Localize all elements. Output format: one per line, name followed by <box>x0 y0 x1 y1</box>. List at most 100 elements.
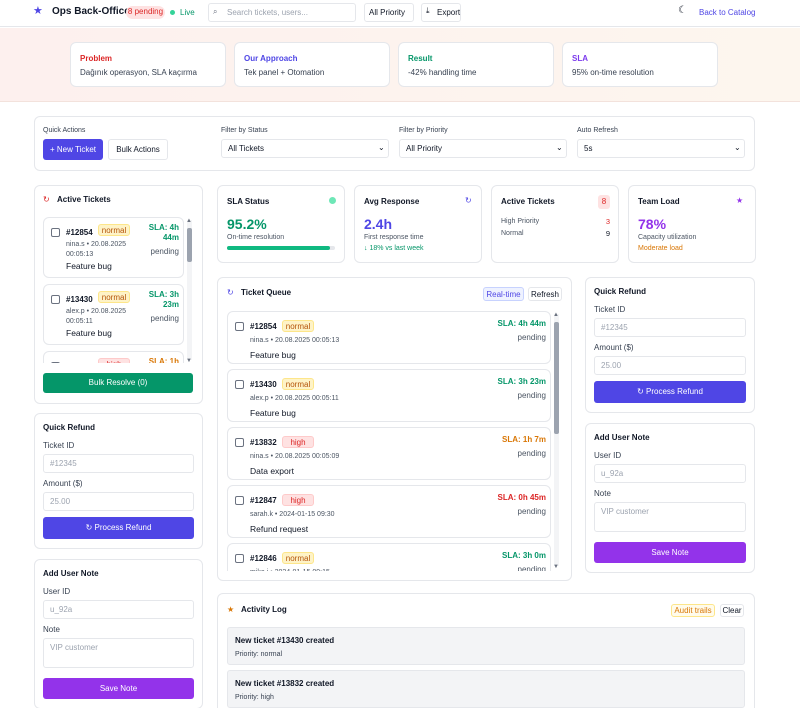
filter-label: Filter by Priority <box>399 127 448 134</box>
stat-card: SLA Status 95.2% On-time resolution <box>217 185 345 263</box>
ticket-id: #12854 <box>66 228 93 237</box>
checkbox[interactable] <box>235 380 244 389</box>
user-id-input[interactable]: u_92a <box>43 600 194 619</box>
row-label: Normal <box>501 230 524 237</box>
panel-title: Quick Refund <box>594 287 647 296</box>
search-icon: ⌕ <box>213 7 218 16</box>
status: pending <box>517 449 546 458</box>
note-textarea[interactable]: VIP customer <box>594 502 746 532</box>
row-value: 9 <box>605 229 610 238</box>
search-input[interactable]: Search tickets, users... <box>208 3 356 22</box>
stat-value: 95.2% <box>227 216 267 232</box>
ticket-id-input[interactable]: #12345 <box>594 318 746 337</box>
audit-badge: Audit trails <box>671 604 715 617</box>
field-label: User ID <box>43 587 71 596</box>
field-label: Amount ($) <box>43 479 83 488</box>
user-id-input[interactable]: u_92a <box>594 464 746 483</box>
ticket-item[interactable]: #12847 high sarah.k • 2024-01-15 09:30 Refu… <box>227 485 551 538</box>
note-textarea[interactable]: VIP customer <box>43 638 194 668</box>
scroll-down: ▼ <box>186 358 192 364</box>
queue-list: #12854 normal nina.s • 20.08.2025 00:05:13… <box>226 310 552 571</box>
stat-title: Avg Response <box>364 197 420 206</box>
ticket-meta: alex.p • 20.08.2025 00:05:11 <box>66 308 127 325</box>
sla: SLA: 1h 7m <box>148 357 179 363</box>
button-label: Process Refund <box>646 387 703 396</box>
ticket-meta: alex.p • 20.08.2025 00:05:11 <box>250 395 339 402</box>
ticket-id-input[interactable]: #12345 <box>43 454 194 473</box>
entry-title: New ticket #13832 created <box>235 679 335 688</box>
filter-label: Auto Refresh <box>577 127 618 134</box>
progress-bar <box>227 246 330 250</box>
status: pending <box>150 247 179 256</box>
new-ticket-button[interactable]: + New Ticket <box>43 139 103 160</box>
stat-caption: First response time <box>364 234 424 241</box>
checkbox[interactable] <box>235 322 244 331</box>
field-label: Note <box>43 625 60 634</box>
priority-badge: high <box>98 358 130 363</box>
filter-select[interactable]: All Tickets <box>221 139 389 158</box>
save-note-button[interactable]: Save Note <box>594 542 746 563</box>
ticket-meta: nina.s • 20.08.2025 00:05:13 <box>250 337 340 344</box>
ticket-item[interactable]: #12854 normal nina.s • 20.08.2025 00:05:13… <box>227 311 551 364</box>
ticket-item[interactable]: #13430 normal alex.p • 20.08.2025 00:05:11… <box>227 369 551 422</box>
ticket-id: #13832 <box>66 362 93 363</box>
scrollbar-thumb[interactable] <box>187 228 192 262</box>
live-dot <box>170 10 175 15</box>
select-arrow: ⌄ <box>556 143 563 152</box>
sla: SLA: 3h 0m <box>501 551 546 560</box>
filter-select[interactable]: 5s <box>577 139 745 158</box>
checkbox[interactable] <box>235 554 244 563</box>
stat-title: SLA Status <box>227 197 270 206</box>
theme-toggle[interactable]: ☾ <box>678 5 687 16</box>
scrollbar-track <box>554 314 559 566</box>
refresh-icon: ↻ <box>465 196 472 205</box>
checkbox[interactable] <box>235 496 244 505</box>
sla: SLA: 4h 44m <box>148 223 179 242</box>
clear-button[interactable]: Clear <box>720 604 744 617</box>
banner-text: Dağınık operasyon, SLA kaçırma <box>80 68 197 77</box>
stat-value: 2.4h <box>364 216 393 232</box>
panel-title: Quick Refund <box>43 423 96 432</box>
field-label: Ticket ID <box>43 441 75 450</box>
ticket-item[interactable]: #12846 normal mike.j • 2024-01-15 09:15 SLA… <box>227 543 551 571</box>
ticket-item[interactable]: #12854 normal nina.s • 20.08.2025 00:05:13… <box>43 217 184 278</box>
bulk-resolve-button[interactable]: Bulk Resolve (0) <box>43 373 193 393</box>
export-button[interactable]: Export <box>421 3 461 22</box>
priority-badge: normal <box>282 552 314 564</box>
filter-label: Filter by Status <box>221 127 268 134</box>
process-refund-button[interactable]: ↻ Process Refund <box>43 517 194 539</box>
banner-text: -42% handling time <box>408 68 477 77</box>
amount-input[interactable]: 25.00 <box>43 492 194 511</box>
banner-title: Our Approach <box>244 54 298 63</box>
back-link[interactable]: Back to Catalog <box>699 8 756 17</box>
panel-title: Activity Log <box>241 605 287 614</box>
bulk-actions-button[interactable]: Bulk Actions <box>108 139 168 160</box>
status: pending <box>517 507 546 516</box>
status: pending <box>517 333 546 342</box>
amount-input[interactable]: 25.00 <box>594 356 746 375</box>
row-value: 3 <box>605 217 610 226</box>
filter-select[interactable]: All Priority <box>399 139 567 158</box>
scrollbar-thumb[interactable] <box>554 322 559 434</box>
star-icon: ★ <box>227 605 235 614</box>
export-icon: ⤓ <box>426 6 430 15</box>
sla: SLA: 1h 7m <box>501 435 546 444</box>
checkbox[interactable] <box>51 228 60 237</box>
ticket-id: #12846 <box>250 554 277 563</box>
checkbox[interactable] <box>51 362 60 363</box>
banner-card: Our Approach Tek panel + Otomation <box>234 42 390 87</box>
refresh-button[interactable]: Refresh <box>528 287 562 301</box>
ticket-summary: Feature bug <box>250 350 296 360</box>
scrollbar-track <box>187 220 192 360</box>
ticket-item[interactable]: #13430 normal alex.p • 20.08.2025 00:05:11… <box>43 284 184 345</box>
save-note-button[interactable]: Save Note <box>43 678 194 699</box>
checkbox[interactable] <box>235 438 244 447</box>
count-badge: 8 <box>598 195 610 209</box>
ticket-summary: Feature bug <box>250 408 296 418</box>
priority-select[interactable]: All Priority <box>364 3 414 22</box>
stat-card: Team Load ★ 78% Capacity utilization Moderat… <box>628 185 756 263</box>
checkbox[interactable] <box>51 295 60 304</box>
process-refund-button[interactable]: ↻ Process Refund <box>594 381 746 403</box>
